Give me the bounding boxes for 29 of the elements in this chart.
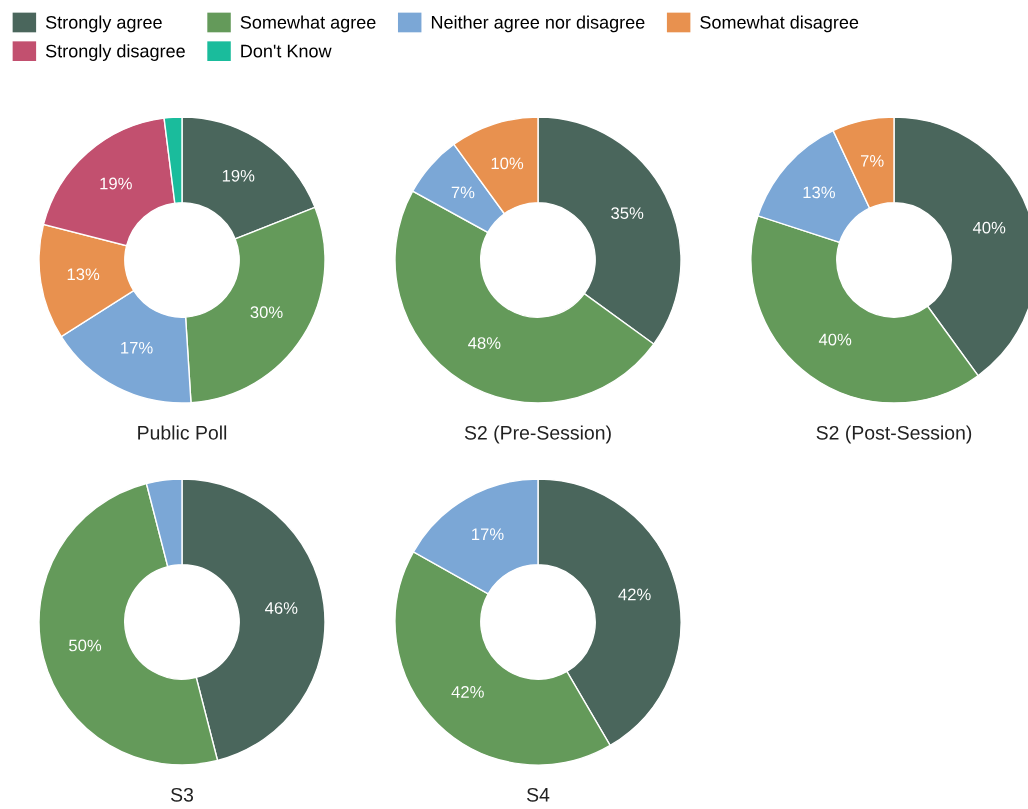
data-label: 13% [67,268,100,281]
data-label: 13% [803,186,835,199]
data-label: 42% [451,686,484,698]
data-label: 46% [265,602,298,614]
legend-label: Somewhat agree [240,15,376,33]
legend-label: Somewhat disagree [700,15,859,33]
data-label: 19% [100,177,132,190]
legend-label: Don't Know [241,44,332,58]
text: S2 (Pre-Session) [464,425,611,444]
data-label: 17% [121,341,153,354]
text: S2 (Post-Session) [816,425,972,444]
data-label: 19% [222,169,255,182]
text: S4 [526,787,550,802]
legend-label: Strongly agree [45,15,162,33]
data-label: 42% [618,588,651,601]
data-label: 48% [468,337,501,349]
data-label: 40% [972,221,1006,234]
data-label: 30% [250,306,283,319]
data-label: 7% [860,155,884,167]
data-label: 50% [69,639,102,652]
data-label: 35% [611,207,644,220]
text: S3 [170,787,194,802]
legend-label: Strongly disagree [45,44,185,61]
data-label: 7% [451,186,475,199]
text: Public Poll [138,425,227,440]
data-label: 40% [818,333,852,346]
legend-label: Neither agree nor disagree [431,15,645,33]
data-label: 10% [491,157,524,170]
data-label: 17% [472,528,504,540]
